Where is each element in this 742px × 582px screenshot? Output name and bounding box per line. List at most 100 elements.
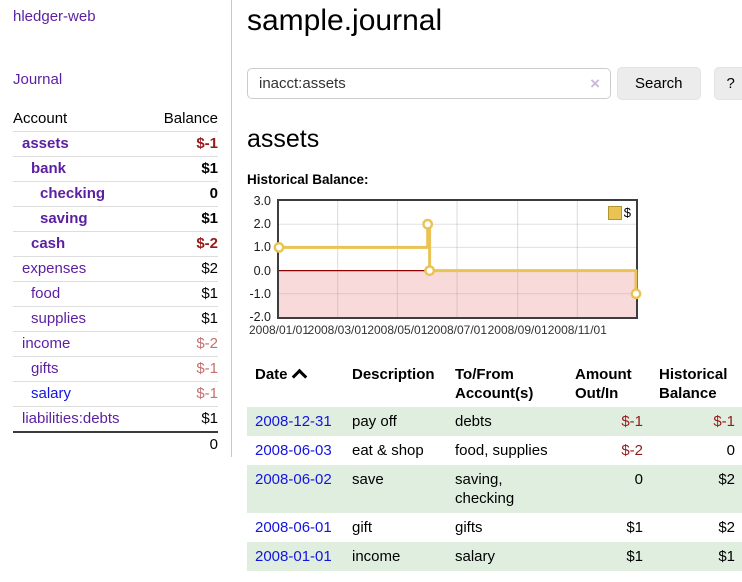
transaction-balance: $1 bbox=[651, 542, 742, 571]
transaction-description: save bbox=[344, 465, 447, 513]
account-balance: $-1 bbox=[148, 381, 218, 407]
accounts-total-row: 0 bbox=[13, 431, 218, 457]
transaction-balance: $-1 bbox=[651, 407, 742, 436]
y-axis-tick-label: 3.0 bbox=[253, 194, 271, 208]
account-link[interactable]: cash bbox=[31, 235, 66, 252]
register-header-description: Description bbox=[352, 366, 435, 383]
sidebar-item-journal[interactable]: Journal bbox=[13, 71, 63, 88]
search-bar: × Search ? bbox=[247, 67, 742, 100]
chart-canvas bbox=[273, 201, 642, 317]
transaction-amount: $1 bbox=[567, 542, 651, 571]
account-balance: $1 bbox=[148, 206, 218, 232]
transaction-description: gift bbox=[352, 519, 373, 536]
account-balance: $1 bbox=[148, 306, 218, 332]
account-link[interactable]: food bbox=[31, 285, 61, 302]
transaction-description: income bbox=[344, 542, 447, 571]
chart-plot-area[interactable]: $ bbox=[273, 199, 642, 319]
account-link[interactable]: gifts bbox=[31, 360, 59, 377]
account-link[interactable]: assets bbox=[22, 135, 69, 152]
register-row: 2008-06-02 save saving, checking 0 $2 bbox=[247, 465, 742, 513]
accounts-total-spacer bbox=[13, 431, 149, 457]
account-balance: 0 bbox=[148, 181, 218, 207]
y-axis-tick-label: 0.0 bbox=[253, 263, 271, 278]
transaction-amount: $-1 bbox=[567, 407, 651, 436]
account-link[interactable]: checking bbox=[40, 185, 106, 202]
x-axis-tick-label: 2008/05/01 bbox=[367, 323, 428, 337]
accounts-table: Account Balance assets $-1 bank $1 check… bbox=[13, 108, 218, 457]
transaction-amount: 0 bbox=[567, 465, 651, 513]
chart-point-marker bbox=[273, 242, 285, 253]
transaction-accounts: saving, checking bbox=[447, 465, 567, 513]
x-axis-tick-label: 2008/09/01 bbox=[487, 323, 548, 337]
x-axis-tick-label: 2008/07/01 bbox=[426, 323, 488, 337]
x-axis-tick-label: 2008/03/01 bbox=[307, 323, 368, 337]
y-axis-tick-label: 2.0 bbox=[253, 217, 271, 232]
search-input[interactable] bbox=[247, 68, 611, 99]
register-header-amount: Amount Out/In bbox=[575, 366, 632, 402]
y-axis-tick-label: -1.0 bbox=[249, 286, 271, 301]
transaction-amount: $-2 bbox=[621, 442, 643, 459]
y-axis-tick-label: -2.0 bbox=[249, 310, 271, 324]
account-link[interactable]: expenses bbox=[22, 260, 87, 277]
historical-balance-chart: $ 3.0 2.0 1.0 0.0 -1.0 -2.0 2008/01/01 2008/03… bbox=[247, 194, 742, 345]
account-link[interactable]: bank bbox=[31, 160, 67, 177]
transaction-accounts: debts bbox=[447, 407, 567, 436]
transaction-accounts: food, supplies bbox=[455, 442, 548, 459]
account-title: assets bbox=[247, 125, 320, 153]
account-balance: $-2 bbox=[148, 331, 218, 357]
register-header-balance: Historical Balance bbox=[659, 366, 728, 402]
account-link[interactable]: income bbox=[22, 335, 71, 352]
account-link[interactable]: salary bbox=[31, 385, 72, 402]
register-row: 2008-12-31 pay off debts $-1 $-1 bbox=[247, 407, 742, 436]
register-table: Date Description To/From Account(s) Amou… bbox=[247, 361, 742, 571]
account-balance: $1 bbox=[148, 156, 218, 182]
help-button[interactable]: ? bbox=[713, 67, 742, 100]
account-balance: $1 bbox=[148, 406, 218, 432]
transaction-date-link[interactable]: 2008-06-02 bbox=[255, 471, 332, 488]
account-balance: $1 bbox=[148, 281, 218, 307]
transaction-date-link[interactable]: 2008-12-31 bbox=[255, 413, 332, 430]
account-row: supplies $1 bbox=[13, 306, 218, 332]
accounts-table-body: assets $-1 bank $1 checking 0 saving $1 … bbox=[13, 131, 218, 432]
transaction-balance: $2 bbox=[718, 519, 735, 536]
account-row: bank $1 bbox=[13, 156, 218, 182]
account-balance: $-2 bbox=[148, 231, 218, 257]
transaction-description: pay off bbox=[344, 407, 447, 436]
account-row: salary $-1 bbox=[13, 381, 218, 407]
legend-label: $ bbox=[623, 205, 631, 220]
register-row: 2008-06-01 gift gifts $1 $2 bbox=[247, 513, 742, 542]
transaction-date-link[interactable]: 2008-06-03 bbox=[255, 442, 332, 459]
register-header-row: Date Description To/From Account(s) Amou… bbox=[247, 361, 742, 407]
search-button[interactable]: Search bbox=[617, 67, 701, 100]
sort-asc-icon bbox=[291, 368, 307, 385]
chart-point-marker bbox=[630, 288, 642, 300]
register-header-accounts: To/From Account(s) bbox=[455, 366, 534, 402]
page-title: sample.journal bbox=[247, 4, 443, 37]
legend-swatch-icon bbox=[607, 205, 622, 220]
account-row: gifts $-1 bbox=[13, 356, 218, 382]
account-row: expenses $2 bbox=[13, 256, 218, 282]
accounts-total-value: 0 bbox=[148, 431, 218, 457]
account-row: liabilities:debts $1 bbox=[13, 406, 218, 432]
account-balance: $-1 bbox=[148, 356, 218, 382]
accounts-header-balance: Balance bbox=[163, 110, 218, 127]
sidebar: hledger-web Journal Account Balance asse… bbox=[0, 0, 232, 457]
transaction-date-link[interactable]: 2008-01-01 bbox=[255, 548, 332, 565]
account-row: assets $-1 bbox=[13, 131, 218, 157]
chart-legend: $ bbox=[607, 205, 631, 220]
transaction-balance: 0 bbox=[726, 442, 735, 459]
account-link[interactable]: liabilities:debts bbox=[22, 410, 120, 427]
clear-search-icon[interactable]: × bbox=[590, 74, 600, 93]
transaction-date-link[interactable]: 2008-06-01 bbox=[255, 519, 332, 536]
account-link[interactable]: saving bbox=[40, 210, 88, 227]
accounts-header-account: Account bbox=[13, 110, 68, 127]
chart-point-marker bbox=[424, 265, 436, 277]
x-axis-tick-label: 2008/11/01 bbox=[547, 323, 607, 337]
account-link[interactable]: supplies bbox=[31, 310, 87, 327]
account-balance: $-1 bbox=[148, 131, 218, 157]
app-brand-link[interactable]: hledger-web bbox=[13, 8, 96, 25]
account-balance: $2 bbox=[148, 256, 218, 282]
register-header-date[interactable]: Date bbox=[247, 361, 344, 407]
transaction-description: eat & shop bbox=[352, 442, 424, 459]
chart-title: Historical Balance: bbox=[247, 172, 369, 187]
